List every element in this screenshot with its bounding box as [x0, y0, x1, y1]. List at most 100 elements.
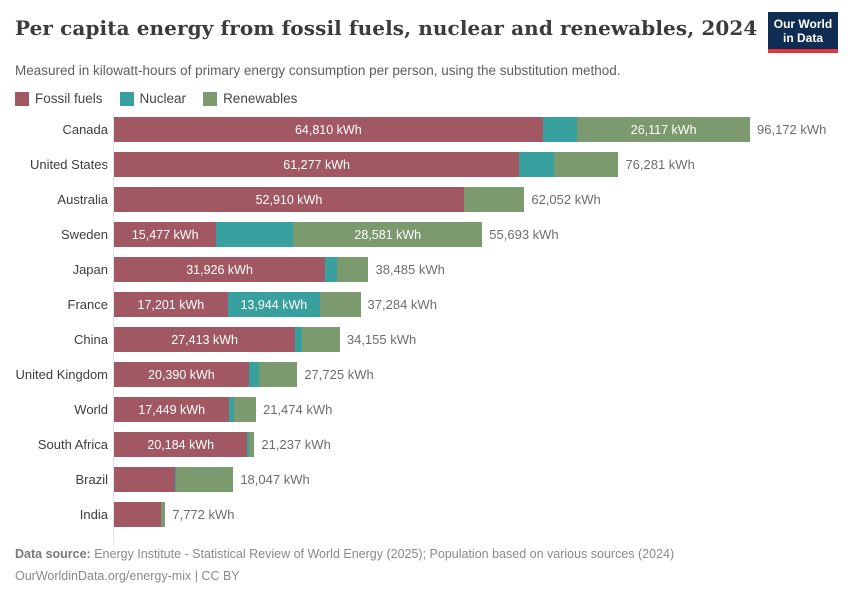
nuclear-bar-segment[interactable]: 13,944 kWh — [227, 292, 320, 317]
chart-row: India 7,772 kWh — [15, 502, 835, 527]
chart-footer: Data source: Energy Institute - Statisti… — [15, 543, 835, 587]
bar-value-label: 31,926 kWh — [186, 262, 253, 277]
fossil-bar-segment[interactable] — [114, 502, 161, 527]
nuclear-bar-segment[interactable] — [216, 222, 294, 247]
renewables-bar-segment[interactable] — [301, 327, 340, 352]
country-label: China — [74, 332, 108, 347]
nuclear-swatch-icon — [119, 91, 134, 106]
chart-title: Per capita energy from fossil fuels, nuc… — [15, 16, 758, 40]
chart-subtitle: Measured in kilowatt-hours of primary en… — [15, 63, 621, 78]
renewables-bar-segment[interactable] — [161, 502, 166, 527]
fossil-bar-segment[interactable]: 52,910 kWh — [114, 187, 464, 212]
chart-row: Sweden 15,477 kWh 28,581 kWh 55,693 kWh — [15, 222, 835, 247]
bar-track: 31,926 kWh — [114, 257, 369, 282]
country-label: Japan — [72, 262, 108, 277]
bar-total-label: 38,485 kWh — [375, 262, 445, 277]
bar-value-label: 28,581 kWh — [354, 227, 422, 242]
renewables-bar-segment[interactable] — [463, 187, 525, 212]
renewables-swatch-icon — [203, 91, 218, 106]
nuclear-bar-segment[interactable] — [247, 432, 250, 457]
fossil-bar-segment[interactable]: 17,449 kWh — [114, 397, 230, 422]
chart-header: Per capita energy from fossil fuels, nuc… — [0, 0, 850, 53]
fossil-bar-segment[interactable]: 15,477 kWh — [114, 222, 217, 247]
fossil-bar-segment[interactable]: 64,810 kWh — [114, 117, 543, 142]
chart-row: Brazil 18,047 kWh — [15, 467, 835, 492]
fossil-bar-segment[interactable]: 20,390 kWh — [114, 362, 249, 387]
chart-rows: Canada 64,810 kWh 26,117 kWh 96,172 kWh Unit… — [15, 117, 835, 527]
fossil-bar-segment[interactable]: 27,413 kWh — [114, 327, 296, 352]
bar-value-label: 27,413 kWh — [171, 332, 238, 347]
nuclear-bar-segment[interactable] — [519, 152, 555, 177]
nuclear-bar-segment[interactable] — [325, 257, 337, 282]
renewables-bar-segment[interactable]: 26,117 kWh — [577, 117, 750, 142]
legend-item-renewables: Renewables — [203, 91, 297, 106]
chart-row: Australia 52,910 kWh 62,052 kWh — [15, 187, 835, 212]
bar-track: 20,390 kWh — [114, 362, 298, 387]
bar-track: 17,201 kWh 13,944 kWh — [114, 292, 361, 317]
bar-value-label: 26,117 kWh — [630, 122, 697, 137]
renewables-bar-segment[interactable] — [259, 362, 298, 387]
bar-total-label: 62,052 kWh — [531, 192, 601, 207]
y-axis-line — [113, 113, 114, 545]
chart-row: World 17,449 kWh 21,474 kWh — [15, 397, 835, 422]
bar-total-label: 18,047 kWh — [240, 472, 310, 487]
bar-value-label: 17,449 kWh — [138, 402, 206, 417]
nuclear-bar-segment[interactable] — [542, 117, 578, 142]
license-line: OurWorldinData.org/energy-mix | CC BY — [15, 569, 240, 583]
country-label: Sweden — [61, 227, 108, 242]
country-label: Brazil — [75, 472, 108, 487]
country-label: South Africa — [37, 437, 108, 452]
legend-label: Renewables — [223, 91, 298, 106]
renewables-bar-segment[interactable] — [319, 292, 361, 317]
legend-item-nuclear: Nuclear — [119, 91, 187, 106]
fossil-bar-segment[interactable]: 31,926 kWh — [114, 257, 326, 282]
fossil-bar-segment[interactable]: 20,184 kWh — [114, 432, 248, 457]
legend-label: Nuclear — [139, 91, 187, 106]
bar-value-label: 15,477 kWh — [131, 227, 199, 242]
fossil-fuels-swatch-icon — [15, 91, 29, 106]
fossil-bar-segment[interactable]: 61,277 kWh — [114, 152, 520, 177]
bar-track: 15,477 kWh 28,581 kWh — [114, 222, 483, 247]
legend-item-fossil-fuels: Fossil fuels — [15, 91, 103, 106]
bar-value-label: 20,184 kWh — [147, 437, 215, 452]
data-source-line: Data source: Energy Institute - Statisti… — [15, 543, 835, 565]
chart-row: United States 61,277 kWh 76,281 kWh — [15, 152, 835, 177]
chart-legend: Fossil fuels Nuclear Renewables — [15, 91, 835, 106]
nuclear-bar-segment[interactable] — [174, 467, 177, 492]
bar-track: 27,413 kWh — [114, 327, 340, 352]
bar-total-label: 76,281 kWh — [625, 157, 695, 172]
data-source-text: Energy Institute - Statistical Review of… — [90, 547, 675, 561]
nuclear-bar-segment[interactable] — [248, 362, 260, 387]
chart-row: United Kingdom 20,390 kWh 27,725 kWh — [15, 362, 835, 387]
bar-total-label: 96,172 kWh — [757, 122, 827, 137]
renewables-bar-segment[interactable] — [336, 257, 369, 282]
fossil-bar-segment[interactable] — [114, 467, 175, 492]
bar-track: 64,810 kWh 26,117 kWh — [114, 117, 750, 142]
bar-total-label: 21,237 kWh — [261, 437, 331, 452]
bar-chart: Canada 64,810 kWh 26,117 kWh 96,172 kWh Unit… — [15, 113, 835, 545]
country-label: France — [67, 297, 108, 312]
bar-total-label: 34,155 kWh — [346, 332, 417, 347]
bar-track: 17,449 kWh — [114, 397, 256, 422]
bar-track — [114, 467, 234, 492]
nuclear-bar-segment[interactable] — [229, 397, 235, 422]
country-label: Australia — [57, 192, 108, 207]
renewables-bar-segment[interactable] — [176, 467, 234, 492]
renewables-bar-segment[interactable] — [554, 152, 619, 177]
chart-row: South Africa 20,184 kWh 21,237 kWh — [15, 432, 835, 457]
bar-value-label: 52,910 kWh — [255, 192, 323, 207]
bar-value-label: 20,390 kWh — [148, 367, 215, 382]
owid-logo-red-stripe — [768, 49, 838, 53]
renewables-bar-segment[interactable] — [234, 397, 256, 422]
renewables-bar-segment[interactable]: 28,581 kWh — [293, 222, 483, 247]
chart-row: Japan 31,926 kWh 38,485 kWh — [15, 257, 835, 282]
nuclear-bar-segment[interactable] — [295, 327, 302, 352]
fossil-bar-segment[interactable]: 17,201 kWh — [114, 292, 228, 317]
owid-logo-line1: Our World — [773, 17, 833, 31]
renewables-bar-segment[interactable] — [249, 432, 255, 457]
legend-label: Fossil fuels — [35, 91, 103, 106]
bar-track — [114, 502, 166, 527]
bar-total-label: 37,284 kWh — [367, 297, 437, 312]
country-label: World — [74, 402, 108, 417]
